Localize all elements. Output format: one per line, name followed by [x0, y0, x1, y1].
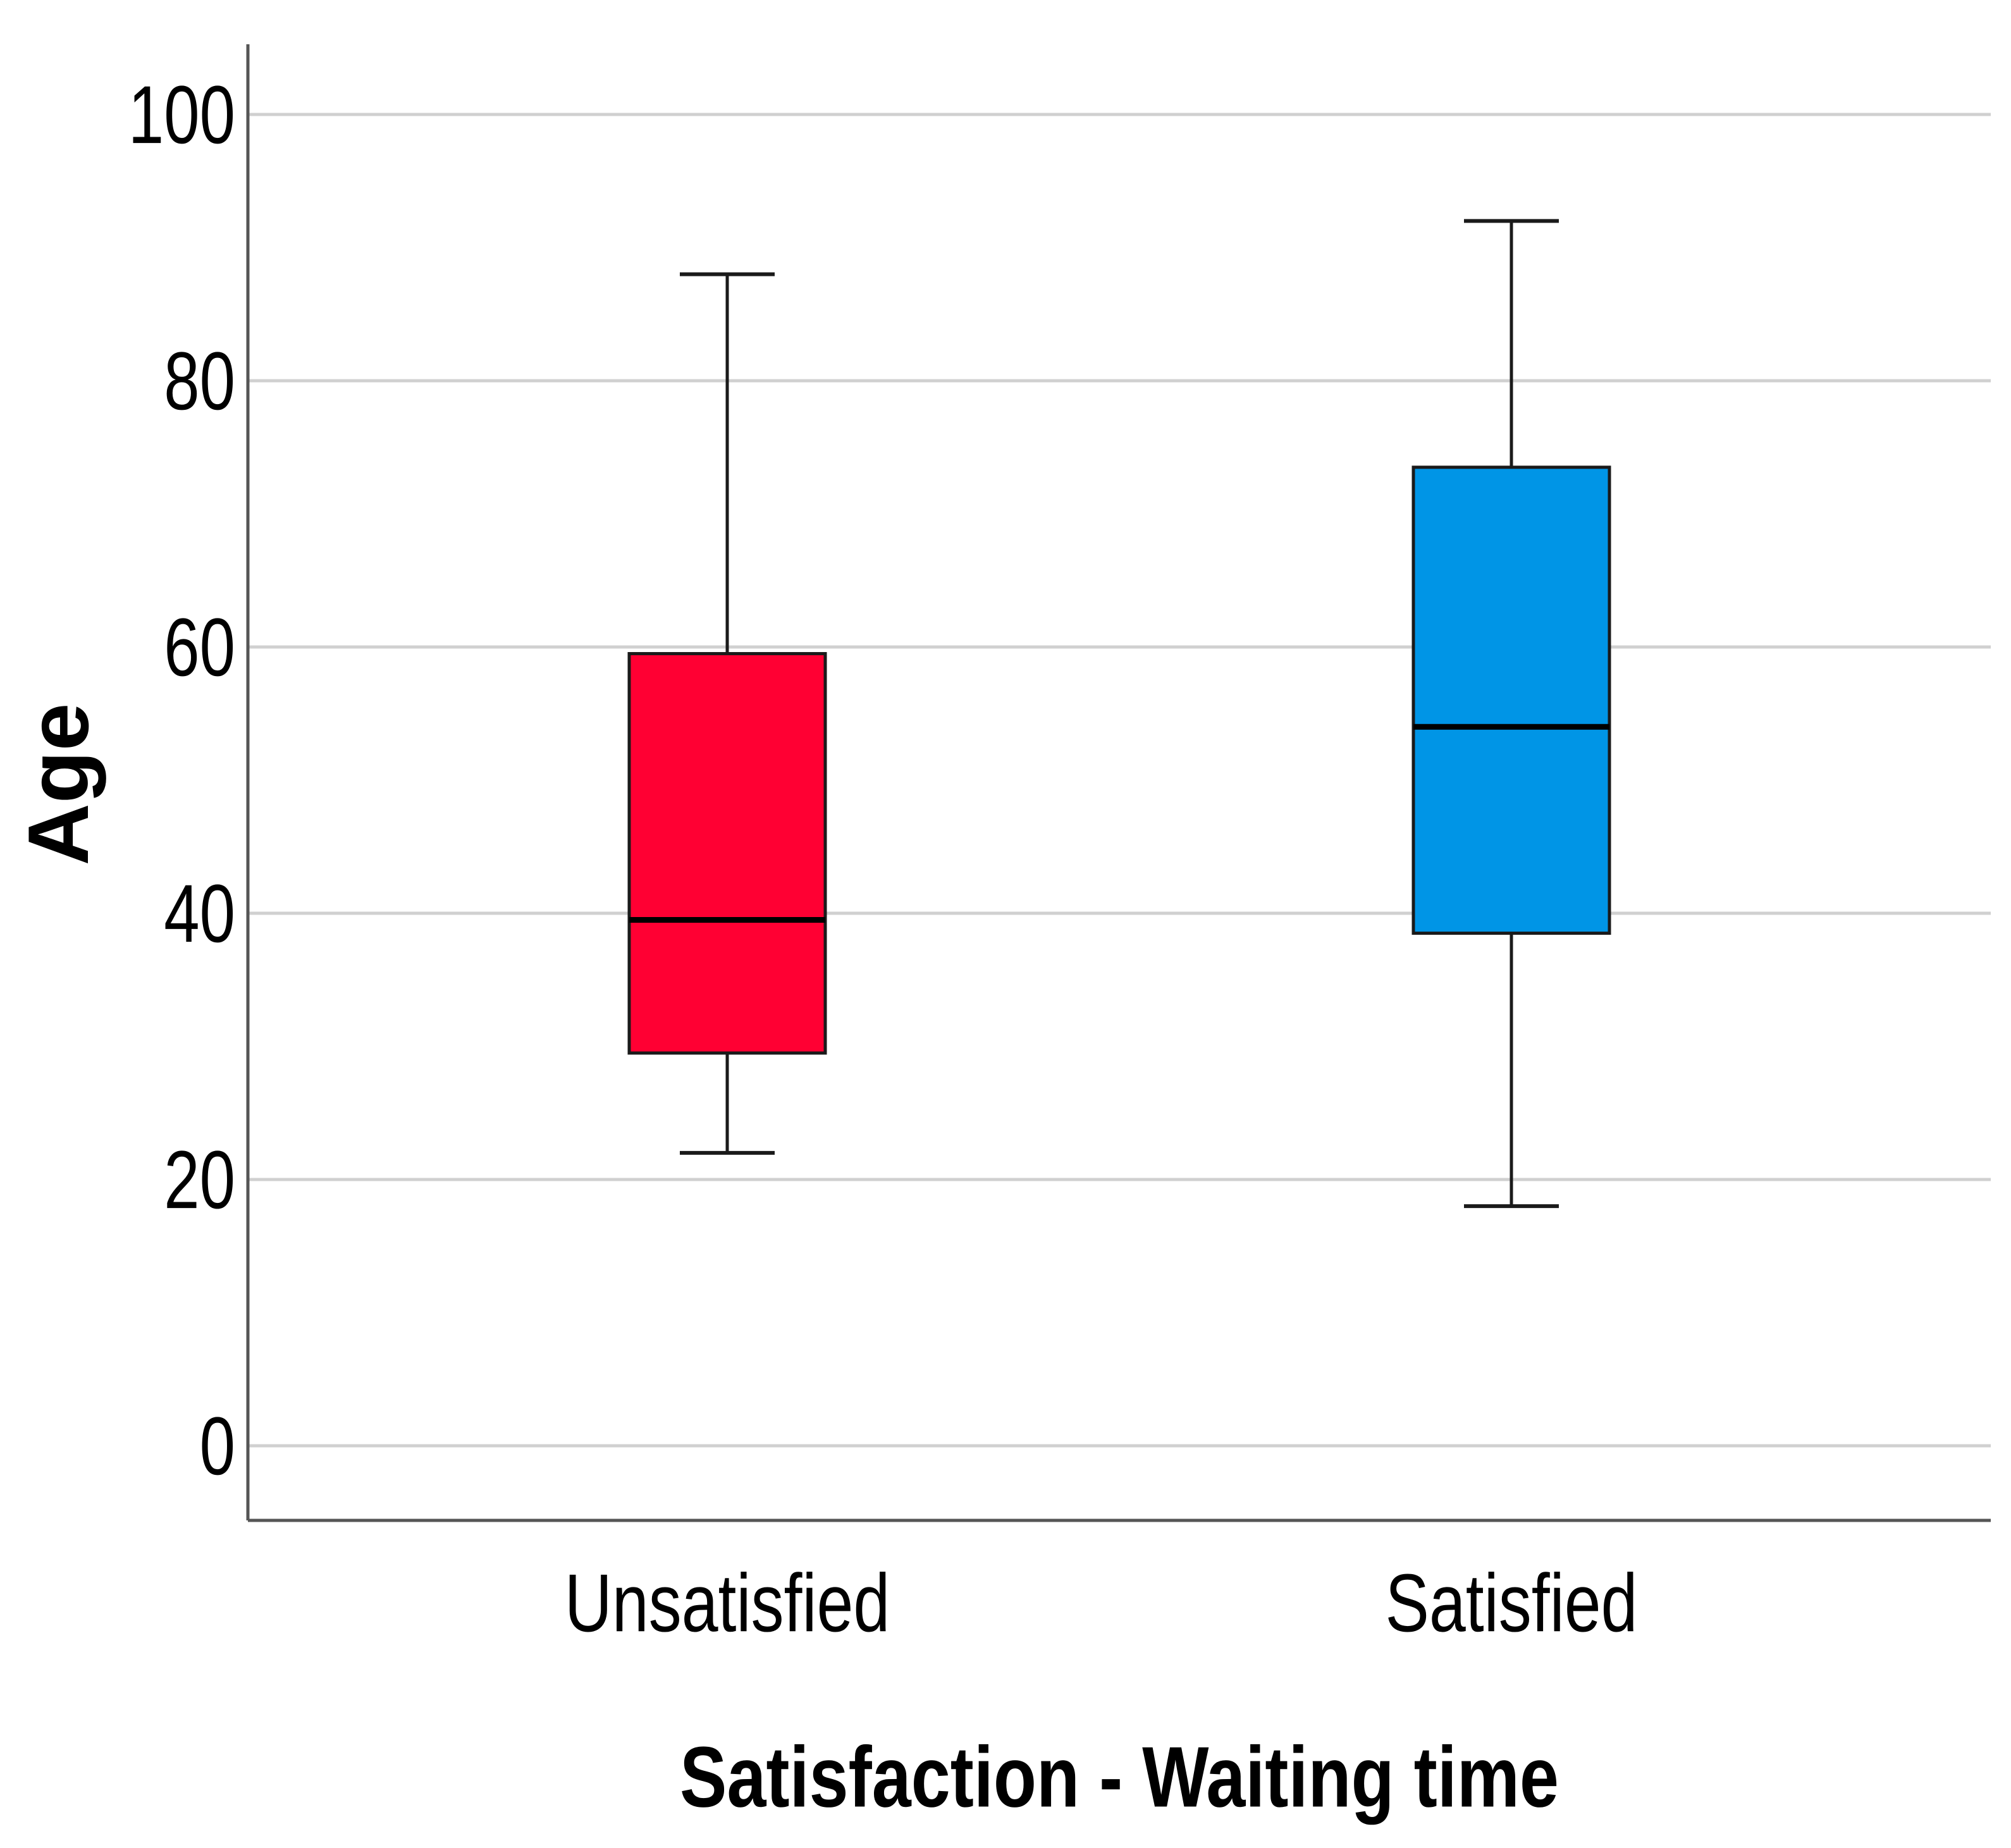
y-tick-label-100: 100 [128, 68, 235, 161]
box-unsatisfied [627, 272, 827, 1155]
box-satisfied [1411, 219, 1611, 1209]
gridlines [248, 113, 1991, 1448]
boxes [627, 219, 1611, 1209]
y-axis-title: Age [10, 703, 106, 866]
iqr-box-unsatisfied [627, 652, 827, 1055]
category-label-satisfied: Satisfied [1386, 1556, 1638, 1649]
x-axis-title: Satisfaction - Waiting time [680, 1729, 1559, 1825]
category-label-unsatisfied: Unsatisfied [565, 1556, 890, 1649]
iqr-box-satisfied [1411, 465, 1611, 935]
category-labels: Unsatisfied Satisfied [565, 1556, 1638, 1649]
y-tick-labels: 0 20 40 60 80 100 [128, 68, 235, 1492]
y-tick-label-80: 80 [164, 335, 235, 427]
y-tick-label-40: 40 [164, 867, 235, 959]
y-tick-label-20: 20 [164, 1133, 235, 1226]
y-tick-label-0: 0 [200, 1400, 235, 1492]
y-tick-label-60: 60 [164, 601, 235, 693]
axes [246, 44, 1991, 1522]
